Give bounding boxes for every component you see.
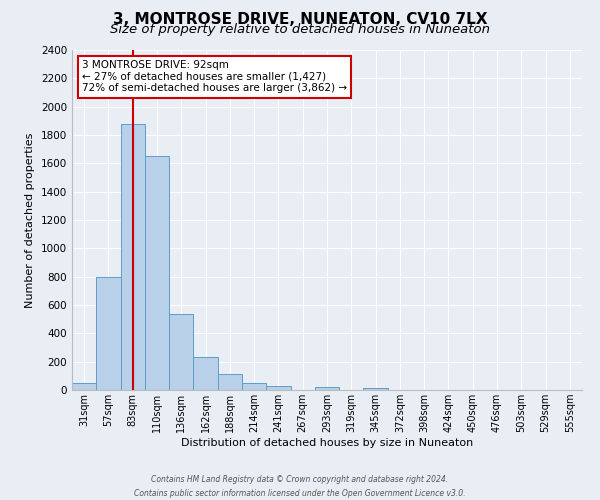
Y-axis label: Number of detached properties: Number of detached properties [25, 132, 35, 308]
X-axis label: Distribution of detached houses by size in Nuneaton: Distribution of detached houses by size … [181, 438, 473, 448]
Bar [242, 383, 266, 390]
Text: 3 MONTROSE DRIVE: 92sqm
← 27% of detached houses are smaller (1,427)
72% of semi: 3 MONTROSE DRIVE: 92sqm ← 27% of detache… [82, 60, 347, 94]
Bar [121, 124, 145, 390]
Bar [315, 388, 339, 390]
Bar [72, 383, 96, 390]
Bar [96, 276, 121, 390]
Text: Size of property relative to detached houses in Nuneaton: Size of property relative to detached ho… [110, 22, 490, 36]
Bar [145, 156, 169, 390]
Bar [266, 386, 290, 390]
Bar [193, 356, 218, 390]
Text: 3, MONTROSE DRIVE, NUNEATON, CV10 7LX: 3, MONTROSE DRIVE, NUNEATON, CV10 7LX [113, 12, 487, 28]
Bar [364, 388, 388, 390]
Bar [218, 374, 242, 390]
Bar [169, 314, 193, 390]
Text: Contains HM Land Registry data © Crown copyright and database right 2024.
Contai: Contains HM Land Registry data © Crown c… [134, 476, 466, 498]
